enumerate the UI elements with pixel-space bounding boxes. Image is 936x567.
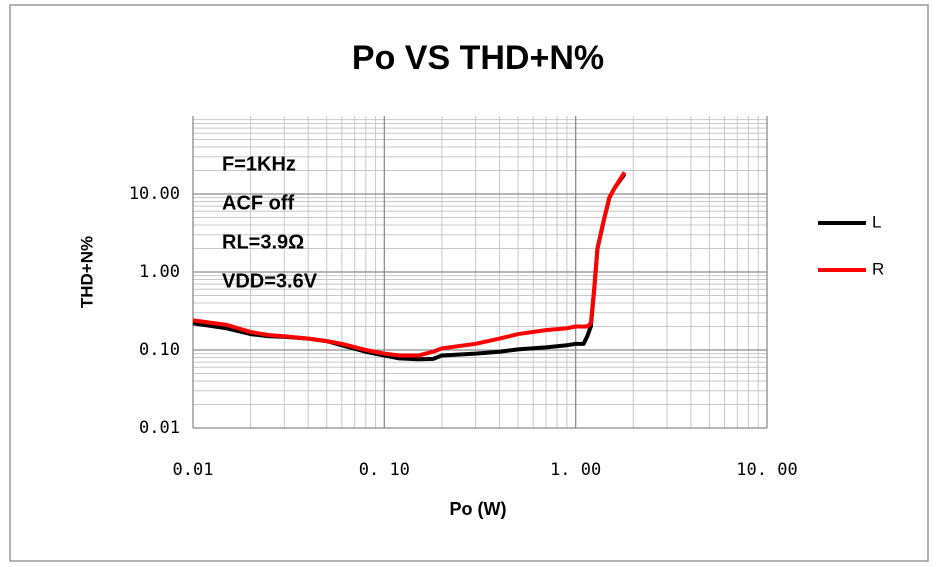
data-line <box>192 171 627 358</box>
chart-frame <box>9 4 929 562</box>
y-tick-label: 0.01 <box>139 418 180 438</box>
annotation: RL=3.9Ω <box>222 231 304 253</box>
x-axis-label: Po (W) <box>450 499 507 519</box>
x-tick-label: 10. 00 <box>736 460 797 480</box>
annotation: ACF off <box>222 192 295 214</box>
legend-label: R <box>872 259 884 278</box>
y-tick-label: 1.00 <box>139 262 180 282</box>
annotations: F=1KHz ACF off RL=3.9Ω VDD=3.6V <box>222 153 318 292</box>
x-tick-label: 0.01 <box>173 460 214 480</box>
grid: 0.01 0.10 1.00 10.00 0.01 0. 10 1. 00 10. 00 <box>129 116 798 480</box>
y-tick-label: 0.10 <box>139 340 180 360</box>
x-tick-label: 1. 00 <box>550 460 601 480</box>
plot-lines <box>192 171 627 362</box>
x-tick-label: 0. 10 <box>359 460 410 480</box>
annotation: F=1KHz <box>222 153 296 175</box>
legend: LR <box>818 212 884 278</box>
legend-label: L <box>872 212 881 231</box>
annotation: VDD=3.6V <box>222 270 318 292</box>
chart-title: Po VS THD+N% <box>352 39 604 77</box>
y-axis-label: THD+N% <box>77 236 96 308</box>
y-tick-label: 10.00 <box>129 184 180 204</box>
